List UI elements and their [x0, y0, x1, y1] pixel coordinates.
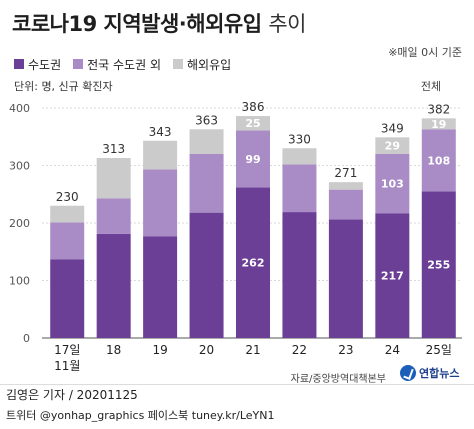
segment-value-label: 19 — [431, 118, 446, 131]
y-tick-label: 100 — [9, 275, 30, 288]
total-value-label: 382 — [427, 102, 450, 116]
bar-segment-non-capital — [375, 154, 410, 214]
chart-title: 코로나19 지역발생·해외유입 추이 — [12, 8, 306, 38]
bar-segment-overseas — [50, 205, 85, 223]
x-tick-label: 22 — [292, 343, 307, 357]
bar-segment-overseas — [96, 158, 131, 199]
y-tick-label: 0 — [23, 332, 30, 345]
x-tick-label: 23 — [338, 343, 353, 357]
x-tick-label: 21 — [245, 343, 260, 357]
segment-value-label: 108 — [427, 154, 450, 167]
yonhap-logo: 연합뉴스 — [400, 362, 459, 384]
month-label: 11월 — [54, 359, 80, 373]
data-source: 자료/중앙방역대책본부 — [290, 374, 386, 385]
bar-segment-capital — [421, 191, 456, 338]
total-label: 전체 — [420, 80, 442, 93]
bar-segment-non-capital — [189, 154, 224, 213]
legend-swatch-capital — [14, 59, 24, 69]
chart-title-main: 코로나19 지역발생·해외유입 — [12, 12, 262, 36]
bar-segment-capital — [328, 219, 363, 338]
bar-segment-overseas — [375, 137, 410, 154]
bar-segment-capital — [282, 212, 317, 338]
bar-segment-overseas — [282, 148, 317, 165]
bar-segment-overseas — [143, 140, 178, 170]
x-tick-label: 18 — [106, 343, 121, 357]
segment-value-label: 25 — [245, 117, 260, 130]
bar-segment-capital — [143, 236, 178, 338]
y-tick-label: 300 — [9, 160, 30, 173]
legend-swatch-overseas — [173, 59, 183, 69]
unit-label: 단위: 명, 신규 확진자 — [14, 80, 113, 93]
bar-segment-capital — [96, 233, 131, 338]
legend-label-capital: 수도권 — [28, 57, 62, 72]
total-value-label: 230 — [56, 190, 79, 204]
bar-segment-overseas — [421, 118, 456, 130]
x-tick-label: 17일 — [54, 343, 80, 357]
total-value-label: 330 — [288, 132, 311, 146]
yonhap-logo-text: 연합뉴스 — [419, 367, 460, 380]
bar-segment-overseas — [236, 116, 270, 131]
y-tick-label: 200 — [9, 217, 30, 230]
social-credit: 트위터 @yonhap_graphics 페이스북 tuney.kr/LeYN1 — [6, 409, 275, 422]
segment-value-label: 29 — [385, 140, 400, 153]
bar-segment-capital — [50, 259, 85, 338]
bar-segment-non-capital — [143, 169, 178, 237]
bar-segment-non-capital — [236, 130, 270, 188]
bar-segment-capital — [189, 212, 224, 338]
x-tick-label: 20 — [199, 343, 214, 357]
segment-value-label: 99 — [245, 153, 260, 166]
chart-title-suffix: 추이 — [268, 12, 306, 36]
total-value-label: 363 — [195, 113, 218, 127]
bar-segment-non-capital — [50, 222, 85, 260]
reporter-credit: 김영은 기자 / 20201125 — [6, 388, 138, 402]
total-value-label: 349 — [381, 121, 404, 135]
legend-swatch-non-capital — [73, 59, 84, 69]
legend-item-overseas: 해외유입 — [173, 56, 231, 73]
x-tick-label: 24 — [385, 343, 400, 357]
total-value-label: 343 — [149, 125, 172, 139]
legend-label-non-capital: 전국 수도권 외 — [87, 57, 161, 72]
segment-value-label: 255 — [427, 259, 450, 272]
bar-segment-capital — [375, 213, 410, 338]
segment-value-label: 103 — [381, 178, 404, 191]
bar-segment-non-capital — [421, 129, 456, 192]
legend-label-overseas: 해외유입 — [187, 57, 232, 72]
x-tick-label: 19 — [152, 343, 167, 357]
y-tick-label: 400 — [9, 102, 30, 115]
bar-segment-capital — [236, 187, 270, 338]
bar-segment-non-capital — [96, 198, 131, 234]
bars — [50, 116, 456, 338]
x-tick-label: 25일 — [426, 343, 452, 357]
legend: 수도권 전국 수도권 외 해외유입 — [14, 56, 231, 72]
bar-segment-overseas — [328, 182, 363, 190]
yonhap-logo-icon — [400, 365, 416, 381]
time-basis-note: ※매일 0시 기준 — [388, 46, 462, 59]
header: 코로나19 지역발생·해외유입 추이 ※매일 0시 기준 — [0, 0, 474, 59]
segment-value-label: 217 — [381, 270, 404, 283]
bar-segment-overseas — [189, 129, 224, 154]
segment-value-label: 262 — [242, 257, 265, 270]
total-value-label: 271 — [334, 166, 357, 180]
total-value-label: 386 — [242, 100, 265, 114]
legend-item-non-capital: 전국 수도권 외 — [73, 56, 161, 73]
chart-labels: 0 100 200 300 400 230 17일 313 18 343 19 363 20 386 21 3… — [9, 100, 452, 373]
legend-item-capital: 수도권 — [14, 56, 61, 73]
bar-segment-non-capital — [328, 189, 363, 220]
footer-divider — [0, 384, 474, 385]
total-value-label: 313 — [102, 142, 125, 156]
bar-segment-non-capital — [282, 164, 317, 213]
